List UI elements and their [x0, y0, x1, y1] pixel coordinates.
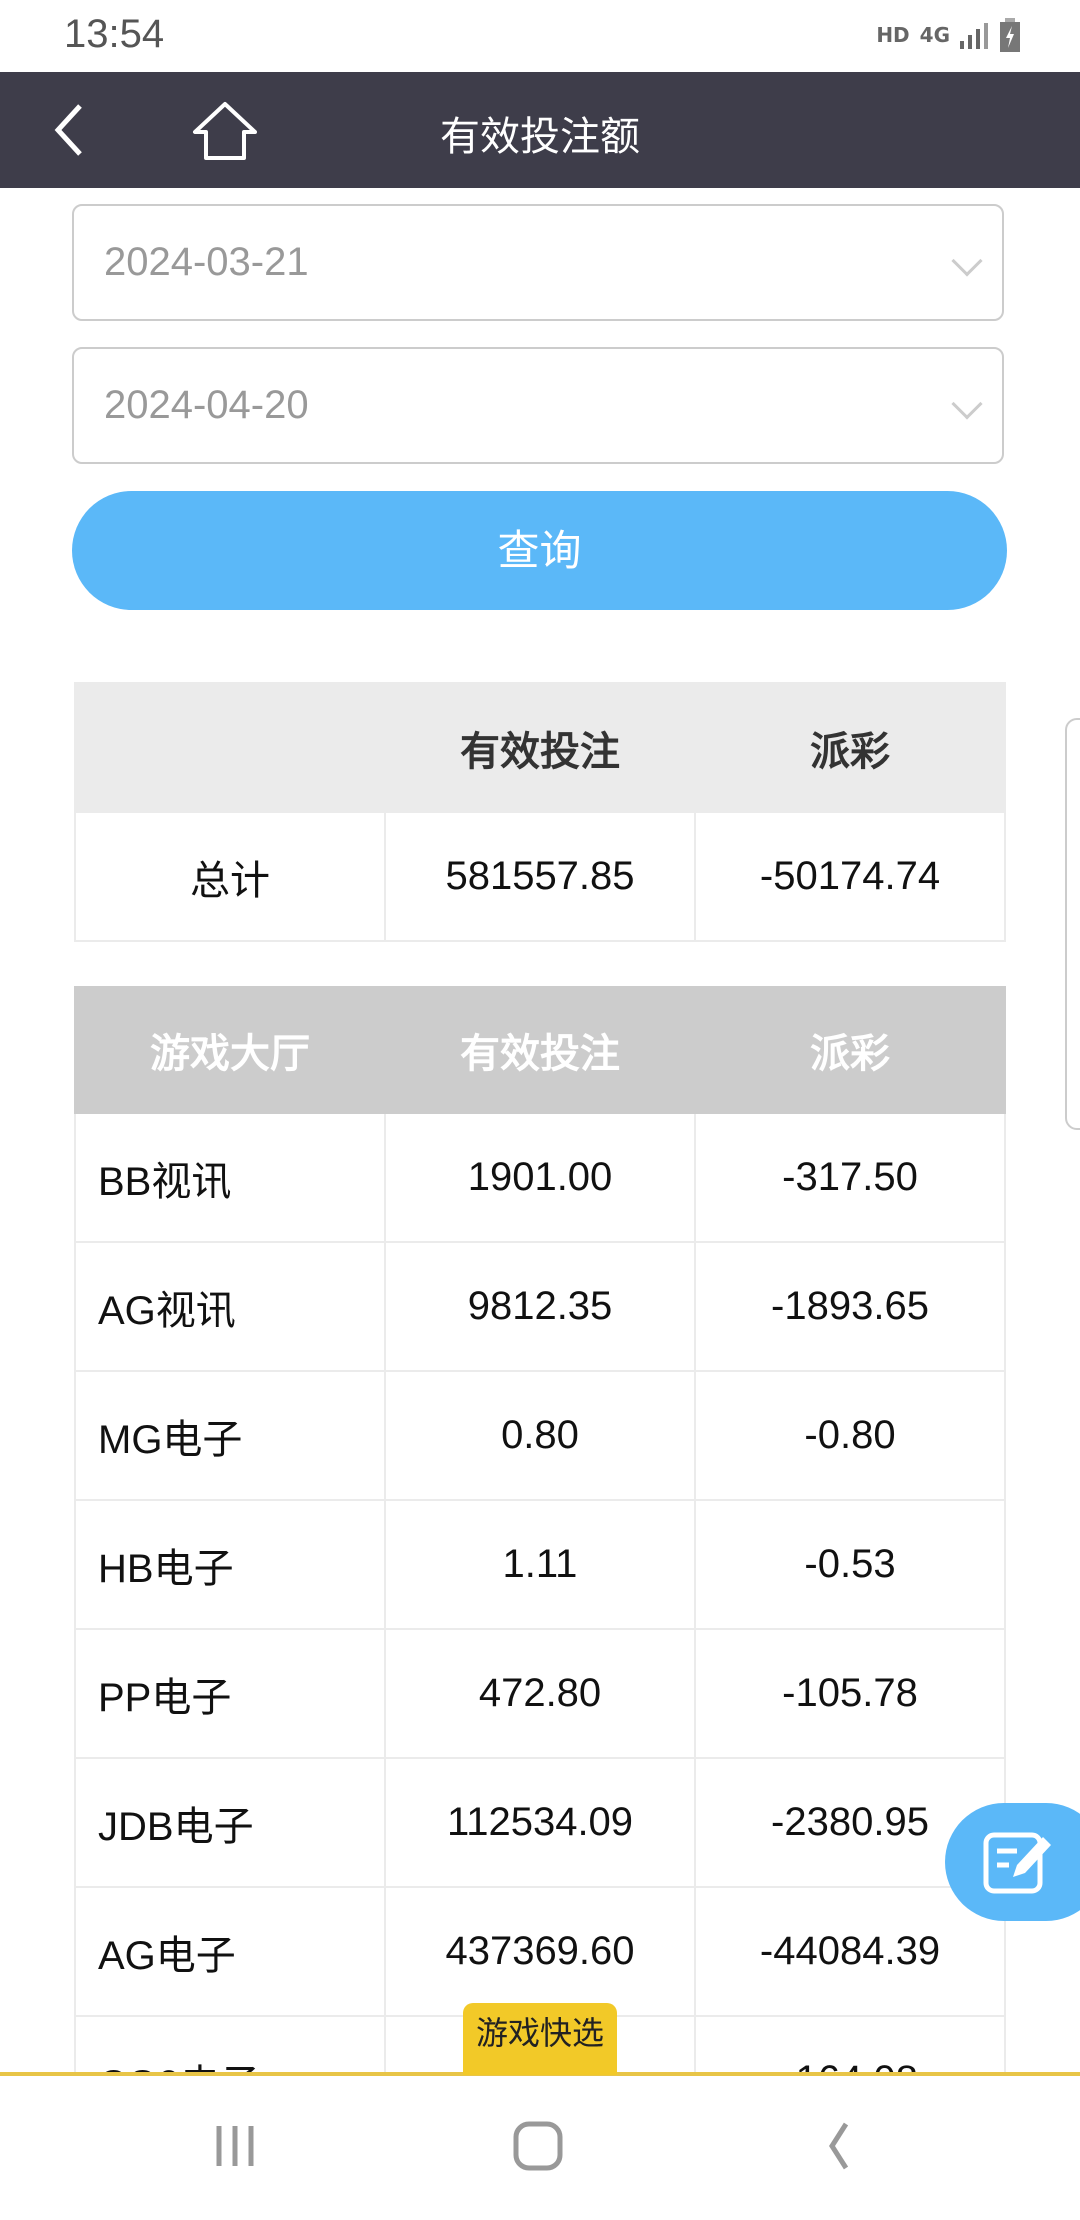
end-date-value: 2024-04-20	[104, 383, 309, 427]
payout-cell: -317.50	[694, 1112, 1006, 1243]
system-nav-bar	[0, 2072, 1080, 2220]
side-drawer-handle[interactable]	[1065, 718, 1080, 1130]
query-button[interactable]: 查询	[72, 491, 1007, 610]
valid-bet-cell: 437369.60	[384, 1886, 696, 2017]
app-header: 有效投注额	[0, 72, 1080, 188]
header-cell: 派彩	[694, 986, 1006, 1114]
hd-icon: HD	[876, 23, 910, 47]
valid-bet-cell: 112534.09	[384, 1757, 696, 1888]
home-nav-icon[interactable]	[508, 2116, 568, 2176]
network-icon: 4G	[919, 23, 950, 47]
edit-icon	[983, 1832, 1051, 1894]
edit-float-button[interactable]	[945, 1803, 1080, 1921]
valid-bet-cell: 0.80	[384, 1370, 696, 1501]
valid-bet-cell: 9812.35	[384, 1241, 696, 1372]
payout-cell: -44084.39	[694, 1886, 1006, 2017]
battery-icon	[1000, 18, 1020, 52]
payout-cell: -50174.74	[694, 811, 1006, 942]
table-row: AG电子 437369.60 -44084.39	[74, 1886, 1006, 2017]
status-time: 13:54	[64, 12, 165, 56]
row-label: 总计	[74, 811, 386, 942]
header-cell: 派彩	[694, 682, 1006, 813]
game-hall-cell: PP电子	[74, 1628, 386, 1759]
back-icon[interactable]	[50, 102, 100, 158]
table-row: AG视讯 9812.35 -1893.65	[74, 1241, 1006, 1372]
chevron-down-icon	[951, 388, 983, 420]
recent-apps-icon[interactable]	[205, 2116, 265, 2176]
status-bar: 13:54 HD 4G	[0, 0, 1080, 72]
game-hall-cell: AG电子	[74, 1886, 386, 2017]
table-row: JDB电子 112534.09 -2380.95	[74, 1757, 1006, 1888]
header-cell: 有效投注	[384, 682, 696, 813]
table-row: PP电子 472.80 -105.78	[74, 1628, 1006, 1759]
payout-cell: -105.78	[694, 1628, 1006, 1759]
game-hall-cell: AG视讯	[74, 1241, 386, 1372]
payout-cell: -1893.65	[694, 1241, 1006, 1372]
header-cell	[74, 682, 386, 813]
valid-bet-cell: 581557.85	[384, 811, 696, 942]
detail-table: 游戏大厅 有效投注 派彩 BB视讯 1901.00 -317.50 AG视讯 9812.…	[74, 986, 1006, 2146]
quick-select-tab[interactable]: 游戏快选	[463, 2003, 617, 2075]
game-hall-cell: JDB电子	[74, 1757, 386, 1888]
payout-cell: -0.80	[694, 1370, 1006, 1501]
back-nav-icon[interactable]	[810, 2116, 870, 2176]
status-icons: HD 4G	[876, 18, 1020, 52]
valid-bet-cell: 1901.00	[384, 1112, 696, 1243]
signal-icon	[960, 23, 988, 49]
summary-header-row: 有效投注 派彩	[74, 682, 1006, 813]
detail-header-row: 游戏大厅 有效投注 派彩	[74, 986, 1006, 1114]
start-date-select[interactable]: 2024-03-21	[72, 204, 1004, 321]
table-row: HB电子 1.11 -0.53	[74, 1499, 1006, 1630]
valid-bet-cell: 472.80	[384, 1628, 696, 1759]
start-date-value: 2024-03-21	[104, 240, 309, 284]
payout-cell: -0.53	[694, 1499, 1006, 1630]
table-row: 总计 581557.85 -50174.74	[74, 811, 1006, 942]
valid-bet-cell: 1.11	[384, 1499, 696, 1630]
header-cell: 有效投注	[384, 986, 696, 1114]
chevron-down-icon	[951, 245, 983, 277]
end-date-select[interactable]: 2024-04-20	[72, 347, 1004, 464]
summary-table: 有效投注 派彩 总计 581557.85 -50174.74	[74, 682, 1006, 942]
game-hall-cell: MG电子	[74, 1370, 386, 1501]
page-title: 有效投注额	[440, 114, 640, 160]
table-row: BB视讯 1901.00 -317.50	[74, 1112, 1006, 1243]
header-cell: 游戏大厅	[74, 986, 386, 1114]
game-hall-cell: BB视讯	[74, 1112, 386, 1243]
home-icon[interactable]	[190, 100, 260, 162]
table-row: MG电子 0.80 -0.80	[74, 1370, 1006, 1501]
game-hall-cell: HB电子	[74, 1499, 386, 1630]
